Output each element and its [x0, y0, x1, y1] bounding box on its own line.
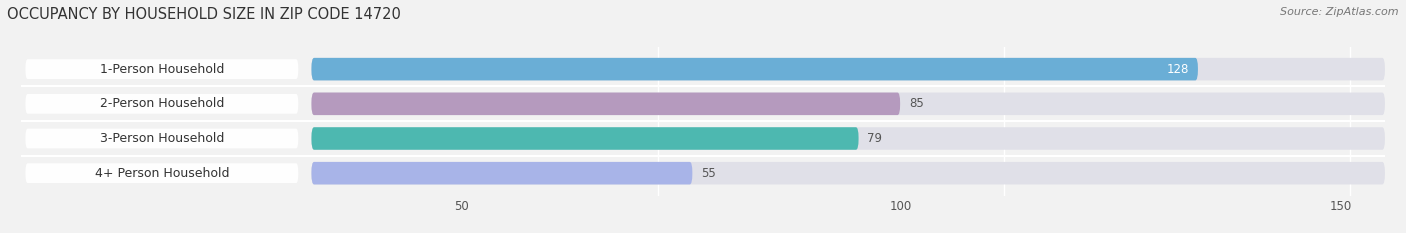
Text: 128: 128 [1167, 63, 1189, 76]
Text: 85: 85 [908, 97, 924, 110]
FancyBboxPatch shape [25, 94, 298, 114]
Text: 1-Person Household: 1-Person Household [100, 63, 224, 76]
FancyBboxPatch shape [312, 93, 900, 115]
FancyBboxPatch shape [312, 162, 692, 185]
FancyBboxPatch shape [312, 162, 1385, 185]
FancyBboxPatch shape [25, 129, 298, 148]
Text: 4+ Person Household: 4+ Person Household [94, 167, 229, 180]
Text: 55: 55 [702, 167, 716, 180]
FancyBboxPatch shape [25, 59, 298, 79]
Text: 2-Person Household: 2-Person Household [100, 97, 224, 110]
FancyBboxPatch shape [312, 127, 859, 150]
FancyBboxPatch shape [312, 58, 1385, 80]
FancyBboxPatch shape [312, 127, 1385, 150]
Text: 3-Person Household: 3-Person Household [100, 132, 224, 145]
Text: Source: ZipAtlas.com: Source: ZipAtlas.com [1281, 7, 1399, 17]
FancyBboxPatch shape [25, 163, 298, 183]
FancyBboxPatch shape [312, 93, 1385, 115]
Text: OCCUPANCY BY HOUSEHOLD SIZE IN ZIP CODE 14720: OCCUPANCY BY HOUSEHOLD SIZE IN ZIP CODE … [7, 7, 401, 22]
Text: 79: 79 [868, 132, 883, 145]
FancyBboxPatch shape [312, 58, 1198, 80]
